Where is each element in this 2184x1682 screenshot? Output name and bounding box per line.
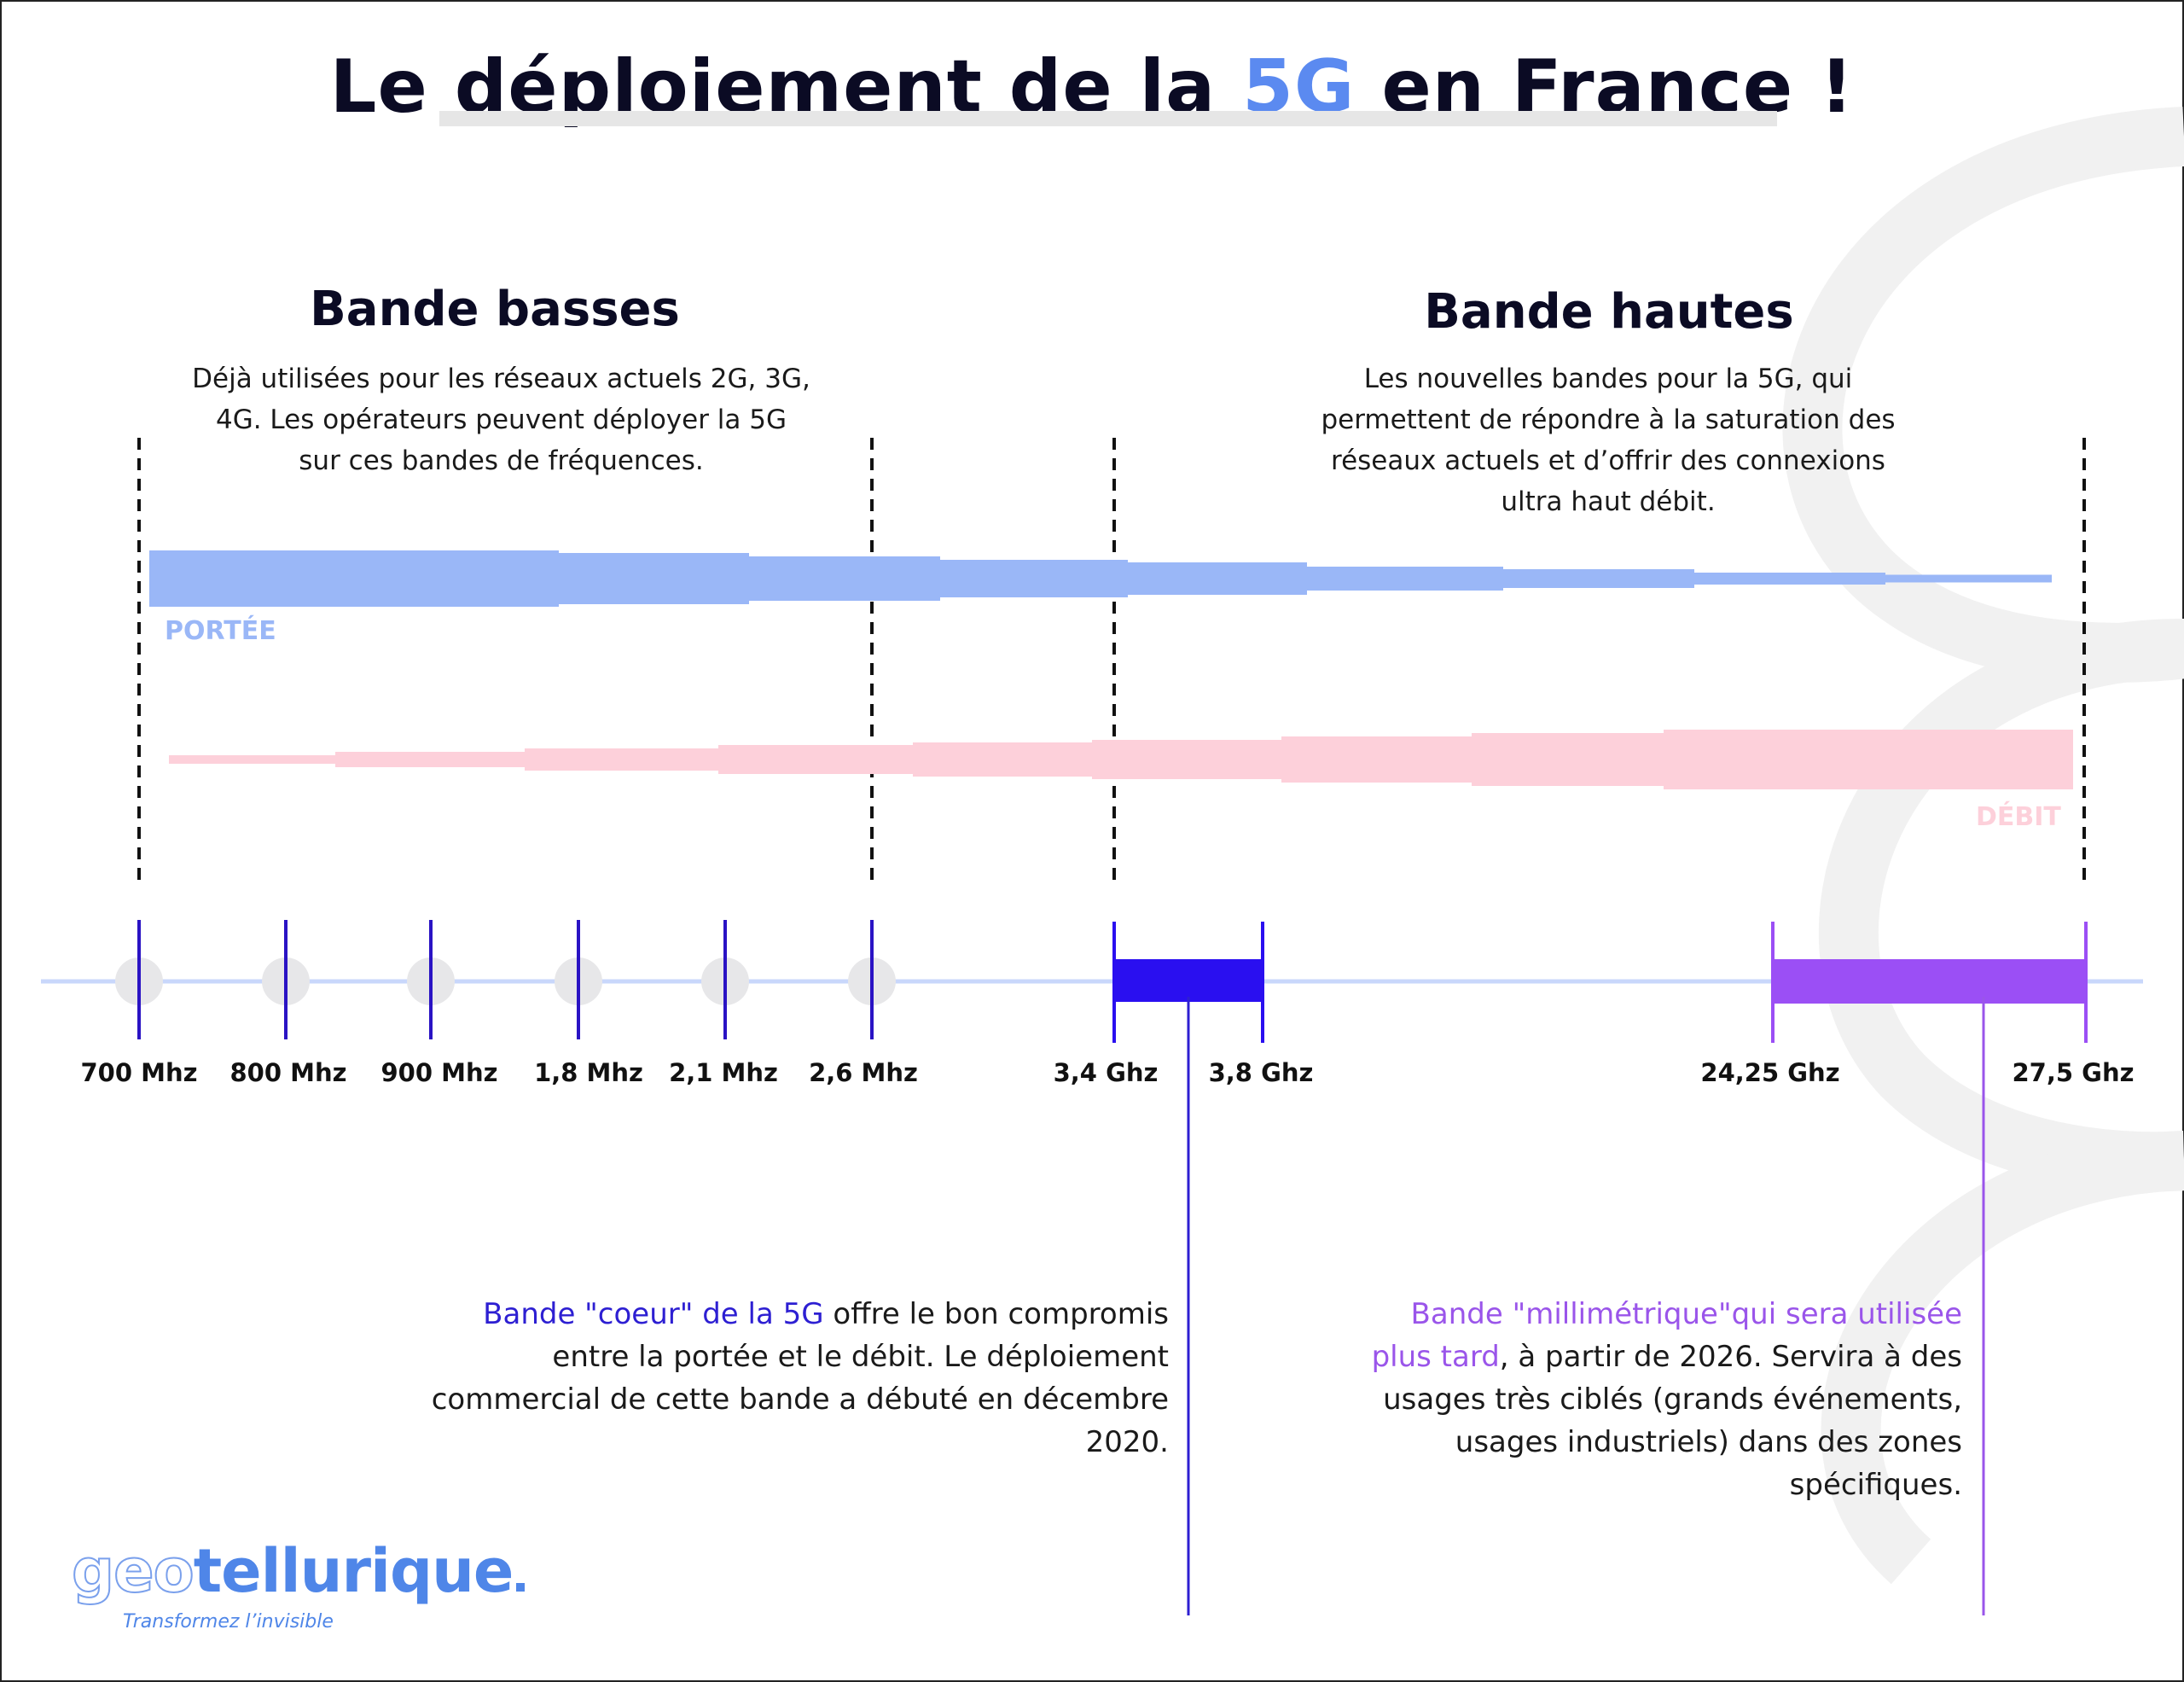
core-band-block bbox=[1114, 959, 1263, 1002]
frequency-label: 700 Mhz bbox=[80, 1058, 198, 1087]
high-band-description: Les nouvelles bandes pour la 5G, qui per… bbox=[1321, 364, 1896, 517]
throughput-bar-segment bbox=[525, 748, 718, 771]
range-bar-segment bbox=[749, 556, 940, 601]
mm-band-block bbox=[1773, 959, 2086, 1004]
core-band-note: Bande "coeur" de la 5G offre le bon comp… bbox=[418, 1293, 1169, 1464]
mm-band-highlight: Bande "millimétrique"qui sera utilisée p… bbox=[1371, 1297, 1962, 1374]
throughput-bar-segment bbox=[1664, 730, 2073, 789]
range-bar-segment bbox=[1503, 569, 1694, 588]
title-underline bbox=[439, 111, 1777, 126]
throughput-bar-segment bbox=[1092, 740, 1281, 779]
frequency-label: 900 Mhz bbox=[380, 1058, 498, 1087]
logo-dot bbox=[516, 1583, 526, 1592]
frequency-label: 27,5 Ghz bbox=[2012, 1058, 2135, 1087]
range-bar-segment bbox=[149, 550, 559, 607]
range-bar-segment bbox=[1694, 573, 1885, 585]
range-label: PORTÉE bbox=[165, 616, 276, 646]
frequency-label: 3,4 Ghz bbox=[1053, 1058, 1159, 1087]
frequency-label: 2,6 Mhz bbox=[809, 1058, 918, 1087]
logo-tagline: Transformez l’invisible bbox=[123, 1611, 334, 1633]
mm-band-note: Bande "millimétrique"qui sera utilisée p… bbox=[1344, 1293, 1962, 1506]
logo-part-geo: geo bbox=[71, 1535, 195, 1607]
frequency-label: 3,8 Ghz bbox=[1208, 1058, 1314, 1087]
high-band-heading: Bande hautes bbox=[1424, 284, 1794, 340]
throughput-label: DÉBIT bbox=[1976, 802, 2061, 832]
low-band-heading: Bande basses bbox=[310, 282, 680, 337]
range-bar-segment bbox=[1307, 567, 1503, 591]
range-bar-segment bbox=[1128, 562, 1307, 595]
band-separators bbox=[137, 438, 2086, 888]
frequency-label: 800 Mhz bbox=[229, 1058, 347, 1087]
range-bar-segment bbox=[559, 553, 749, 604]
throughput-bar-segment bbox=[169, 755, 335, 764]
throughput-bar-segment bbox=[335, 752, 525, 767]
throughput-bar-segment bbox=[718, 745, 913, 774]
core-band-highlight: Bande "coeur" de la 5G bbox=[483, 1297, 824, 1331]
frequency-label: 2,1 Mhz bbox=[669, 1058, 778, 1087]
core-band-text: offre le bon compromis entre la portée e… bbox=[431, 1297, 1169, 1459]
range-bar-segment bbox=[940, 560, 1128, 597]
range-bar bbox=[149, 550, 2052, 607]
low-band-description: Déjà utilisées pour les réseaux actuels … bbox=[192, 364, 810, 476]
background-decoration bbox=[1782, 107, 2184, 1585]
throughput-bar-segment bbox=[1472, 733, 1664, 786]
throughput-bar-segment bbox=[913, 742, 1092, 777]
frequency-label: 1,8 Mhz bbox=[534, 1058, 643, 1087]
frequency-label: 24,25 Ghz bbox=[1700, 1058, 1840, 1087]
throughput-bar-segment bbox=[1281, 736, 1472, 783]
geotellurique-logo: geotellurique Transformez l’invisible bbox=[71, 1535, 526, 1633]
frequency-markers bbox=[115, 920, 2088, 1043]
throughput-bar bbox=[169, 730, 2073, 789]
mm-band-text: , à partir de 2026. Servira à des usages… bbox=[1383, 1340, 1962, 1502]
logo-part-tellurique: tellurique bbox=[193, 1536, 514, 1606]
range-bar-segment bbox=[1885, 574, 2052, 583]
